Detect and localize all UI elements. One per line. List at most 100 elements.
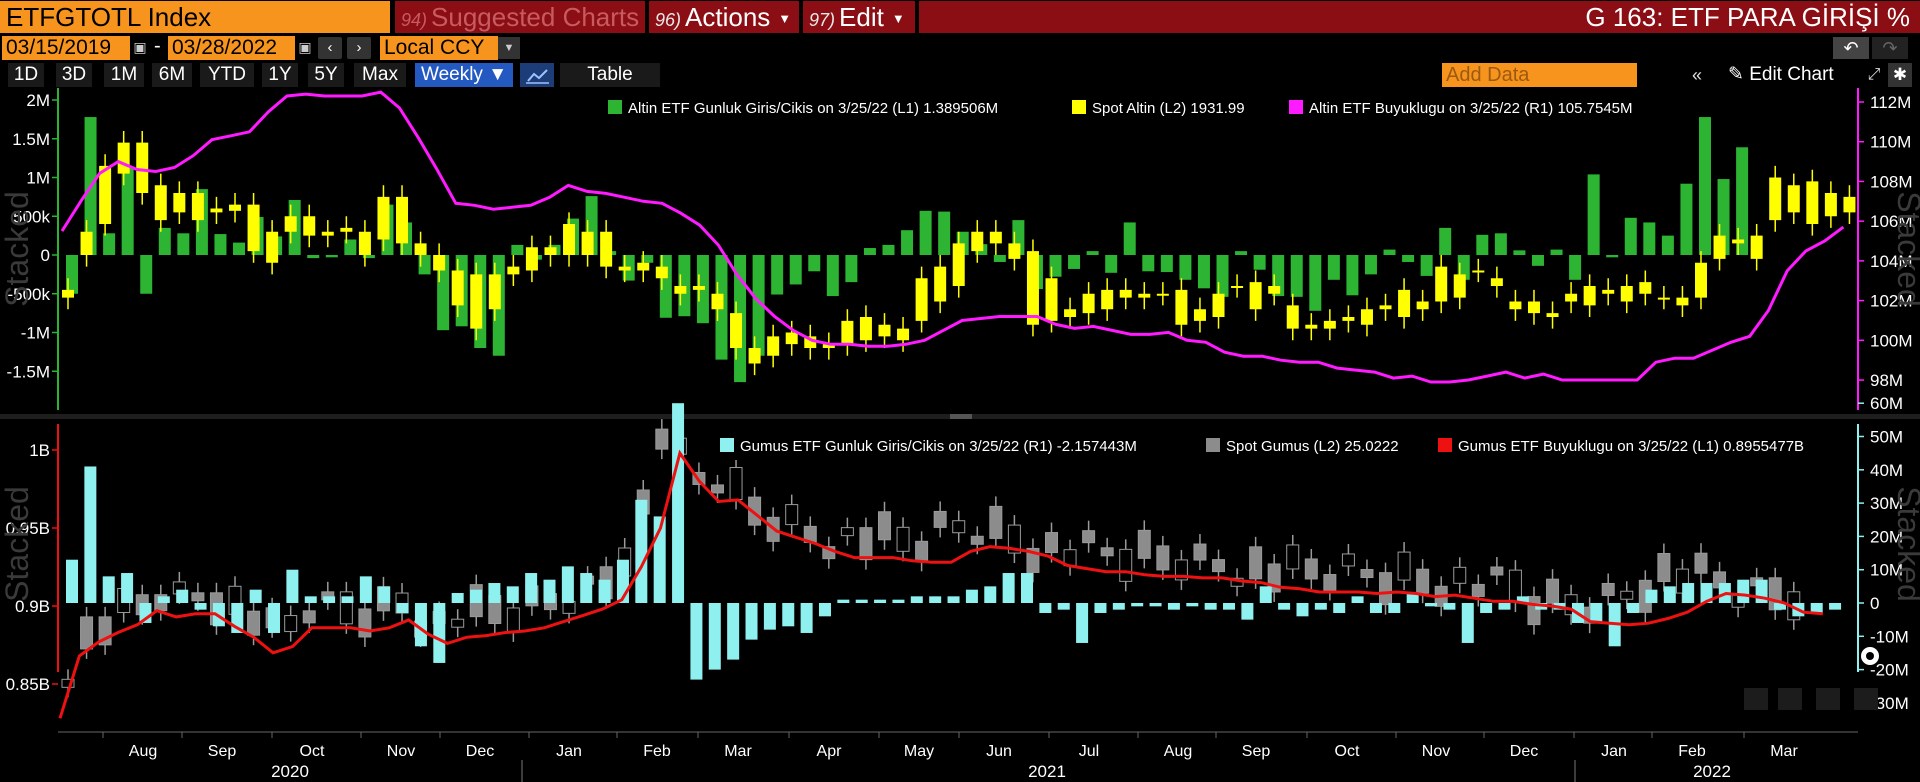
silver-flow-bar: [837, 599, 850, 603]
calendar-icon[interactable]: ▣: [133, 39, 147, 55]
double-chevron-left-icon[interactable]: «: [1692, 65, 1703, 85]
month-label: Jan: [556, 743, 582, 760]
silver-flow-bar: [1039, 603, 1052, 613]
gold-flow-bar: [1643, 222, 1656, 255]
chart-settings-icon[interactable]: ⤢: [1867, 66, 1881, 83]
silver-candle: [80, 616, 94, 650]
silver-candle: [1657, 553, 1671, 583]
silver-flow-bar: [1186, 603, 1199, 607]
silver-flow-bar: [708, 603, 721, 670]
legend-swatch-magenta: [1289, 100, 1303, 114]
silver-candle: [915, 540, 929, 562]
edit-chart-label: Edit Chart: [1749, 64, 1834, 85]
prev-period-button[interactable]: ‹: [318, 37, 342, 59]
gold-right-tick-label: 98M: [1870, 371, 1903, 390]
frequency-select[interactable]: Weekly ▼: [415, 63, 513, 87]
month-label: Apr: [817, 743, 843, 760]
suggested-charts-button[interactable]: 94) Suggested Charts: [395, 1, 645, 33]
range-3d[interactable]: 3D: [56, 63, 92, 87]
chart-view-button[interactable]: [520, 63, 554, 87]
gold-candle: [1565, 293, 1578, 302]
gold-candle: [1082, 293, 1095, 314]
gold-candle: [1490, 278, 1503, 286]
calendar-icon[interactable]: ▣: [298, 39, 312, 55]
gold-candle: [1546, 313, 1559, 317]
edit-chart-button[interactable]: ✎ Edit Chart: [1728, 63, 1863, 87]
gold-candle: [1268, 286, 1281, 294]
month-label: Mar: [1770, 743, 1798, 760]
next-period-button[interactable]: ›: [347, 37, 371, 59]
gold-flow-bar: [882, 244, 895, 255]
gold-candle: [748, 348, 761, 364]
gold-flow-bar: [1272, 255, 1285, 297]
gold-flow-bar: [678, 255, 691, 317]
gold-flow-bar: [362, 255, 375, 259]
year-label: 2021: [1028, 762, 1066, 781]
gold-candle: [544, 247, 557, 255]
actions-menu-button[interactable]: 96) Actions ▼: [649, 1, 799, 33]
ticker-input[interactable]: ETFGTOTL Index: [0, 1, 390, 33]
gold-candle: [952, 243, 965, 286]
gold-candle: [1750, 235, 1763, 259]
silver-flow-bar: [1480, 603, 1493, 613]
gold-candle: [1101, 289, 1114, 310]
gold-candle: [1249, 282, 1262, 310]
silver-flow-bar: [84, 466, 97, 603]
gold-flow-bar: [1142, 255, 1155, 272]
start-date-input[interactable]: 03/15/2019: [2, 36, 130, 60]
gold-candle: [1602, 289, 1615, 294]
gold-candle: [1212, 293, 1225, 317]
silver-flow-bar: [1627, 603, 1640, 613]
range-1y[interactable]: 1Y: [262, 63, 298, 87]
range-max[interactable]: Max: [354, 63, 406, 87]
silver-candle: [970, 535, 984, 545]
gold-candle: [1732, 239, 1745, 244]
gold-candle: [210, 208, 223, 213]
range-1d[interactable]: 1D: [8, 63, 44, 87]
gold-flow-bar: [344, 239, 357, 255]
edit-menu-button[interactable]: 97) Edit ▼: [803, 1, 915, 33]
silver-flow-bar: [488, 583, 501, 603]
gear-icon[interactable]: ✱: [1888, 63, 1912, 87]
silver-candle: [840, 527, 854, 537]
silver-left-tick-label: 0.95B: [6, 519, 50, 538]
gold-candle: [414, 243, 427, 255]
gold-candle: [1416, 301, 1429, 310]
range-5y[interactable]: 5Y: [308, 63, 344, 87]
table-view-button[interactable]: Table: [560, 63, 660, 87]
range-ytd[interactable]: YTD: [200, 63, 254, 87]
silver-flow-bar: [1223, 603, 1236, 610]
range-1m[interactable]: 1M: [104, 63, 144, 87]
silver-right-tick-label: 40M: [1870, 461, 1903, 480]
gold-flow-bar: [1513, 250, 1526, 255]
silver-aum-line: [58, 449, 1824, 719]
gold-candle: [1119, 289, 1132, 298]
range-6m[interactable]: 6M: [152, 63, 192, 87]
gold-candle: [1156, 293, 1169, 296]
gold-flow-bar: [1105, 255, 1118, 273]
gold-flow-bar: [66, 255, 78, 294]
silver-flow-bar: [304, 596, 317, 603]
undo-icon[interactable]: ↶: [1833, 37, 1869, 59]
add-data-input[interactable]: Add Data: [1442, 63, 1637, 87]
end-date-input[interactable]: 03/28/2022: [168, 36, 295, 60]
redo-icon[interactable]: ↷: [1872, 37, 1908, 59]
gold-flow-bar: [1160, 255, 1173, 273]
gold-flow-bar: [437, 255, 450, 331]
chart-area[interactable]: 2M 1.5M 1M 500k 0 -500k -1M -1.5M 112M 110M 108M 10…: [0, 88, 1920, 782]
gold-legend-bg: [595, 94, 1675, 122]
silver-flow-bar: [1351, 596, 1364, 603]
gold-left-tick-label: -1M: [21, 324, 50, 343]
silver-legend-entry: Gumus ETF Gunluk Giris/Cikis on 3/25/22 …: [740, 438, 1137, 455]
gold-flow-bar: [1587, 174, 1600, 255]
gold-candle: [396, 196, 409, 244]
chevron-down-icon[interactable]: ▼: [498, 37, 520, 59]
silver-flow-bar: [1002, 573, 1015, 603]
month-label: Nov: [1422, 743, 1450, 760]
silver-right-tick-label: 50M: [1870, 428, 1903, 447]
silver-left-tick-label: 1B: [29, 441, 50, 460]
month-label: Aug: [1164, 743, 1192, 760]
silver-candle: [1137, 529, 1151, 559]
currency-select[interactable]: Local CCY: [380, 36, 498, 60]
silver-candle: [284, 615, 298, 633]
